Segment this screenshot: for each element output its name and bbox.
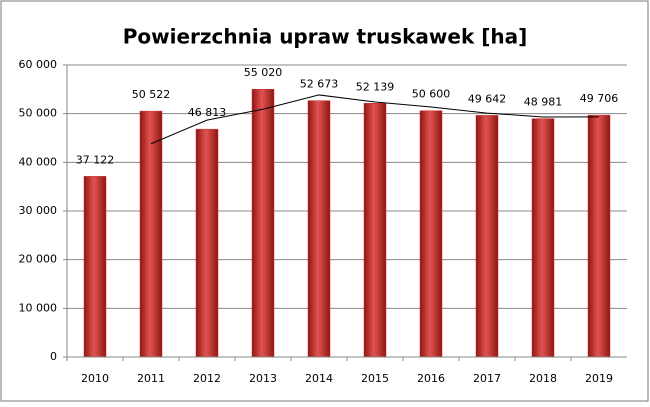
data-label: 55 020 <box>244 66 283 79</box>
bar <box>307 100 331 358</box>
data-label: 49 706 <box>580 92 619 105</box>
x-tick-label: 2017 <box>473 372 501 385</box>
x-tick-label: 2011 <box>137 372 165 385</box>
bar <box>531 118 555 358</box>
y-tick-label: 20 000 <box>19 253 58 266</box>
bar <box>139 110 163 358</box>
data-label: 50 522 <box>132 88 171 101</box>
y-tick-label: 10 000 <box>19 301 58 314</box>
bar <box>475 115 499 358</box>
chart-title: Powierzchnia upraw truskawek [ha] <box>123 25 527 49</box>
x-tick-label: 2016 <box>417 372 445 385</box>
bar <box>419 110 443 358</box>
y-tick-label: 0 <box>50 350 57 363</box>
x-tick-label: 2019 <box>585 372 613 385</box>
x-tick-label: 2015 <box>361 372 389 385</box>
bar <box>195 128 219 358</box>
trend-line <box>150 94 600 145</box>
y-tick-label: 40 000 <box>19 155 58 168</box>
y-tick-label: 60 000 <box>19 58 58 71</box>
data-label: 50 600 <box>412 88 451 101</box>
x-tick-label: 2014 <box>305 372 333 385</box>
x-tick-label: 2018 <box>529 372 557 385</box>
bar <box>83 176 107 358</box>
y-tick-label: 30 000 <box>19 204 58 217</box>
x-tick-label: 2010 <box>81 372 109 385</box>
data-label: 52 139 <box>356 80 395 93</box>
data-label: 49 642 <box>468 92 507 105</box>
x-tick-label: 2012 <box>193 372 221 385</box>
data-label: 48 981 <box>524 96 563 109</box>
data-label: 52 673 <box>300 78 339 91</box>
data-label: 46 813 <box>188 106 227 119</box>
data-label: 37 122 <box>76 153 115 166</box>
x-tick-label: 2013 <box>249 372 277 385</box>
bar <box>363 103 387 358</box>
bar <box>587 114 611 358</box>
y-tick-label: 50 000 <box>19 107 58 120</box>
bar <box>251 88 275 358</box>
